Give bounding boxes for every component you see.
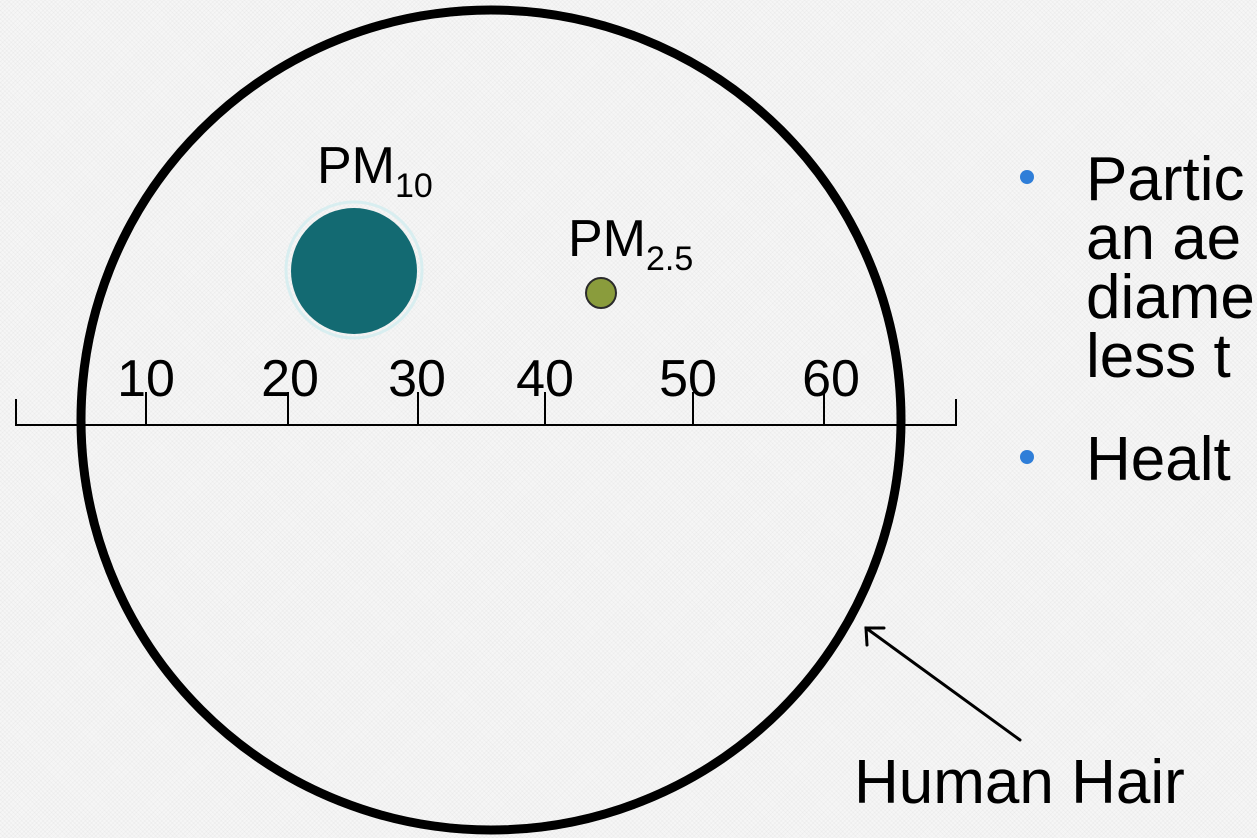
hair-pointer-arrow xyxy=(864,626,1022,742)
tick-label: 60 xyxy=(802,350,860,408)
tick-label: 50 xyxy=(659,350,717,408)
pm10-label: PM10 xyxy=(317,137,433,205)
bullet-line: less t xyxy=(1086,322,1231,391)
pm25-label: PM2.5 xyxy=(568,210,693,278)
pm25-particle xyxy=(585,277,617,309)
scale-ruler xyxy=(15,392,957,426)
bullet-line: diame xyxy=(1086,263,1255,332)
tick-label: 20 xyxy=(261,350,319,408)
pm10-particle xyxy=(291,208,417,334)
pm25-label-sub: 2.5 xyxy=(646,240,693,278)
pm10-label-sub: 10 xyxy=(395,167,433,205)
bullet-item: Partic an ae diame less t xyxy=(1020,150,1257,388)
bullet-item: Healt xyxy=(1020,429,1257,491)
human-hair-circle xyxy=(76,5,906,835)
bullet-list: Partic an ae diame less t Healt xyxy=(1020,150,1257,533)
bullet-line: Healt xyxy=(1086,425,1231,494)
bullet-dot xyxy=(1020,450,1034,464)
bullet-dot xyxy=(1020,170,1034,184)
tick-label: 40 xyxy=(516,350,574,408)
bullet-line: an ae xyxy=(1086,204,1242,273)
pm10-label-base: PM xyxy=(317,137,395,195)
pm25-label-base: PM xyxy=(568,210,646,268)
pm10-particle-glow xyxy=(284,200,424,340)
bullet-line: Partic xyxy=(1086,150,1245,214)
tick-label: 30 xyxy=(388,350,446,408)
human-hair-label: Human Hair xyxy=(854,748,1185,817)
tick-label: 10 xyxy=(117,350,175,408)
